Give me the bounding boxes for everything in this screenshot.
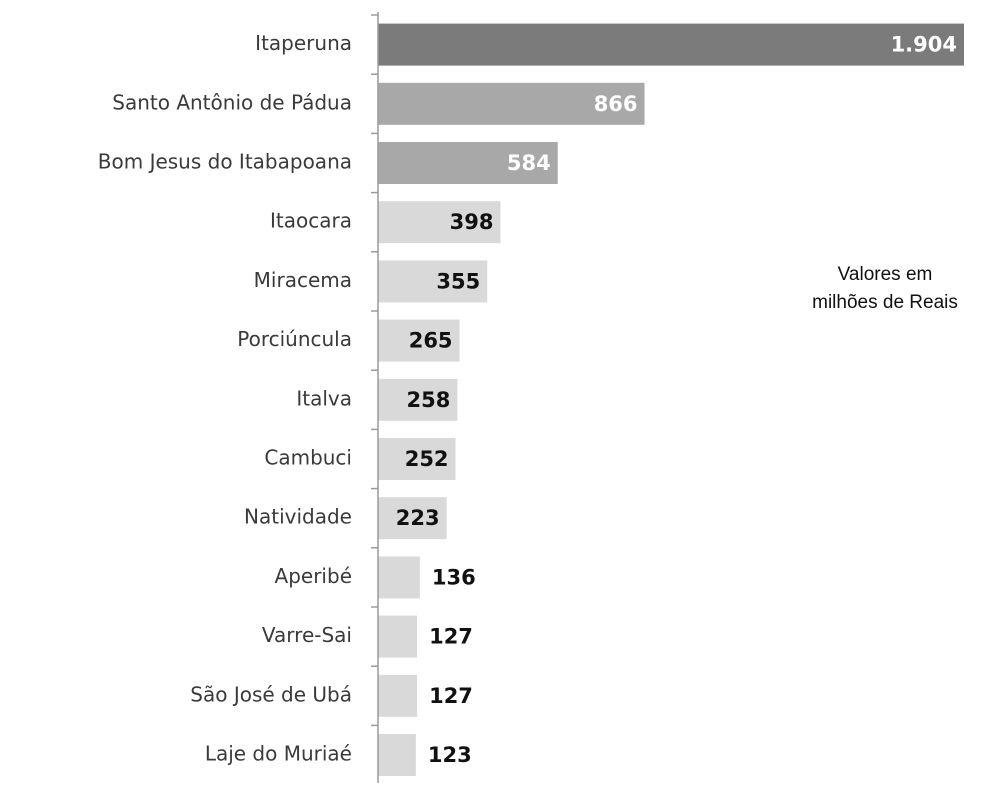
value-label: 584: [507, 151, 551, 175]
bar: [378, 497, 447, 540]
bar: [378, 82, 645, 125]
value-label: 252: [405, 447, 449, 471]
value-label: 136: [432, 565, 476, 589]
category-label: Bom Jesus do Itabapoana: [98, 150, 352, 174]
bar: [378, 556, 420, 599]
value-label: 127: [429, 625, 473, 649]
category-label: Natividade: [244, 505, 352, 529]
bar: [378, 438, 456, 480]
category-label: São José de Ubá: [190, 682, 352, 706]
category-label: Cambuci: [264, 446, 352, 470]
value-label: 1.904: [891, 33, 957, 57]
category-label: Santo Antônio de Pádua: [112, 90, 352, 114]
value-label: 258: [407, 388, 451, 412]
value-label: 866: [594, 92, 638, 116]
category-label: Porciúncula: [237, 327, 352, 351]
value-label: 398: [450, 210, 494, 234]
value-label: 265: [409, 329, 453, 353]
bar: [378, 260, 488, 303]
category-label: Miracema: [254, 268, 352, 292]
value-label: 223: [396, 506, 440, 530]
value-label: 123: [428, 743, 472, 767]
category-label: Italva: [296, 386, 352, 410]
value-label: 127: [429, 684, 473, 708]
category-label: Laje do Muriaé: [205, 742, 352, 766]
bar: [378, 734, 416, 776]
bar: [378, 615, 418, 658]
bar: [378, 674, 418, 717]
category-label: Itaperuna: [255, 31, 352, 55]
bar: [378, 378, 458, 421]
category-label: Itaocara: [270, 209, 352, 233]
bar: [378, 142, 558, 184]
bar: [378, 23, 964, 66]
value-label: 355: [436, 269, 480, 293]
category-label: Aperibé: [275, 564, 352, 588]
annotation: milhões de Reais: [812, 292, 958, 313]
bar: [378, 319, 460, 362]
annotation: Valores em: [838, 264, 933, 285]
category-label: Varre-Sai: [262, 623, 352, 647]
bar: [378, 201, 501, 244]
